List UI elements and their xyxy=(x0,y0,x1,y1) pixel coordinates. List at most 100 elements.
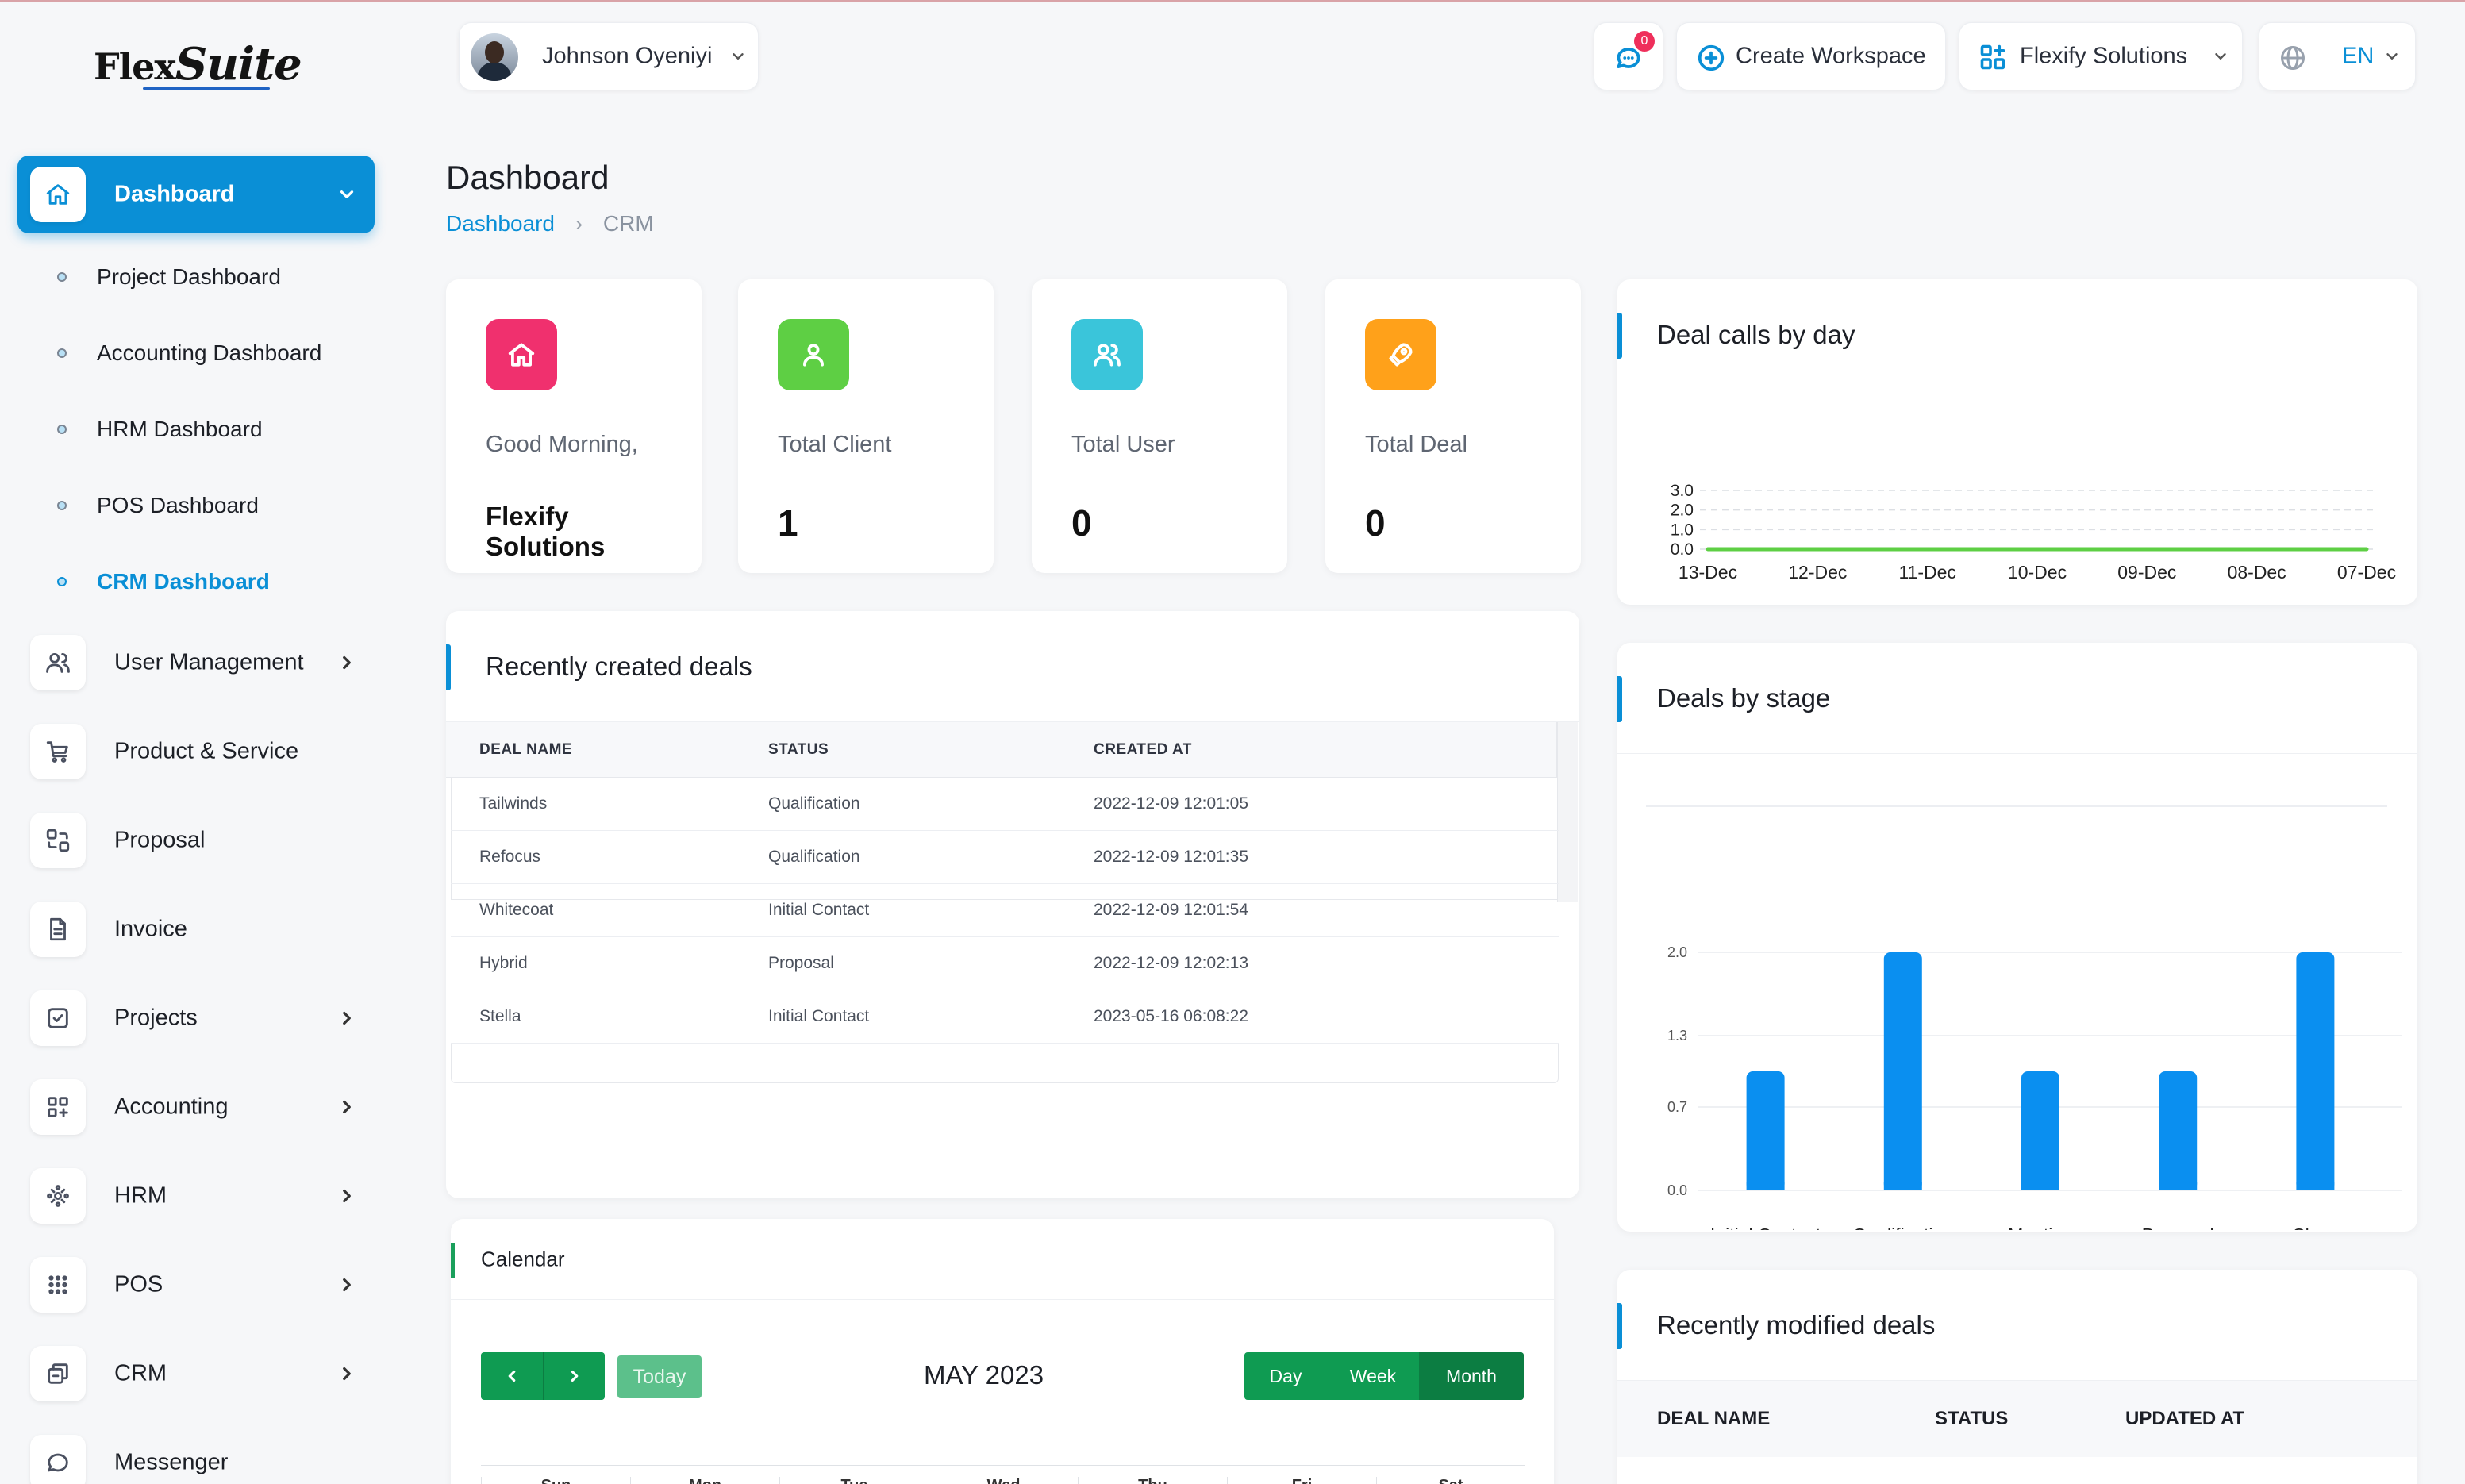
data-point xyxy=(1925,547,1930,552)
deals-by-stage-card: Deals by stage 0.0 0.7 1.3 2.0 Initial Conta… xyxy=(1617,643,2417,1232)
sidebar-item-messenger[interactable]: Messenger xyxy=(17,1424,375,1484)
sidebar-subitem-accounting-dashboard[interactable]: Accounting Dashboard xyxy=(48,333,365,373)
sidebar-item-crm[interactable]: CRM xyxy=(17,1335,375,1413)
chevron-down-icon xyxy=(2383,48,2401,65)
card-title: Recently created deals xyxy=(486,651,752,681)
calendar-next-button[interactable] xyxy=(543,1352,605,1400)
users-icon xyxy=(1071,319,1143,390)
breadcrumb-current: CRM xyxy=(602,211,654,236)
y-tick-label: 2.0 xyxy=(1667,944,1687,960)
recent-modified-deals-card: Recently modified deals DEAL NAME STATUS… xyxy=(1617,1270,2417,1484)
proposal-icon xyxy=(30,813,86,868)
column-header-deal-name[interactable]: DEAL NAME xyxy=(1657,1408,1771,1429)
dots-grid-icon xyxy=(30,1257,86,1313)
weekday-label: Fri xyxy=(1227,1477,1376,1484)
y-tick-label: 1.3 xyxy=(1667,1028,1687,1044)
deal-created-at: 2022-12-09 12:01:05 xyxy=(1094,794,1248,813)
sidebar-subitem-crm-dashboard[interactable]: CRM Dashboard xyxy=(48,562,365,602)
chat-icon xyxy=(30,1435,86,1484)
deal-status: Initial Contact xyxy=(768,1007,870,1025)
greeting-card: Good Morning, Flexify Solutions xyxy=(446,279,702,573)
deal-status: Qualification xyxy=(768,794,860,813)
deal-created-at: 2022-12-09 12:01:35 xyxy=(1094,848,1248,866)
card-header: Deal calls by day xyxy=(1617,279,2417,390)
flexsuite-logo[interactable]: FlexSuite xyxy=(94,35,302,98)
notification-badge: 0 xyxy=(1634,31,1655,52)
stat-value: 1 xyxy=(778,502,798,544)
x-tick-label: Qualification xyxy=(1853,1224,1954,1230)
column-header-created-at[interactable]: CREATED AT xyxy=(1094,740,1192,758)
deal-status: Initial Contact xyxy=(768,901,870,919)
view-week-button[interactable]: Week xyxy=(1349,1366,1397,1386)
data-point xyxy=(2364,547,2369,552)
hrm-icon xyxy=(30,1168,86,1224)
calendar-weekday-row: Sun Mon Tue Wed Thu Fri Sat xyxy=(481,1465,1525,1484)
x-tick-label: 13-Dec xyxy=(1679,562,1737,582)
sidebar-item-user-management[interactable]: User Management xyxy=(17,624,375,702)
table-row[interactable]: Whitecoat Initial Contact 2022-12-09 12:… xyxy=(451,884,1559,937)
chevron-down-icon xyxy=(2212,48,2229,65)
breadcrumb-dashboard-link[interactable]: Dashboard xyxy=(446,211,555,236)
sidebar-item-projects[interactable]: Projects xyxy=(17,979,375,1057)
table-row[interactable]: Refocus Qualification 2022-12-09 12:01:3… xyxy=(451,831,1559,884)
deal-created-at: 2022-12-09 12:02:13 xyxy=(1094,954,1248,972)
column-header-deal-name[interactable]: DEAL NAME xyxy=(479,740,573,758)
sidebar-item-invoice[interactable]: Invoice xyxy=(17,890,375,968)
title-accent-bar xyxy=(446,644,451,690)
company-selector[interactable]: Flexify Solutions xyxy=(1959,22,2243,90)
sidebar-item-product-service[interactable]: Product & Service xyxy=(17,713,375,790)
bullet-icon xyxy=(57,501,67,510)
chevron-right-icon xyxy=(336,1186,357,1206)
y-tick-label: 2.0 xyxy=(1671,502,1694,520)
stat-value: 0 xyxy=(1365,502,1386,544)
calendar-today-button[interactable]: Today xyxy=(617,1355,702,1398)
bar xyxy=(2159,1071,2198,1190)
data-point xyxy=(1815,547,1820,552)
card-title: Deals by stage xyxy=(1657,682,1831,713)
checkbox-icon xyxy=(30,990,86,1046)
bar-base xyxy=(2296,1182,2335,1190)
sidebar-item-proposal[interactable]: Proposal xyxy=(17,802,375,879)
card-title: Calendar xyxy=(481,1247,565,1271)
logo-underline xyxy=(143,87,270,90)
deal-name: Tailwinds xyxy=(479,794,548,813)
bar-base xyxy=(2021,1182,2059,1190)
total-user-card: Total User 0 xyxy=(1032,279,1287,573)
home-icon xyxy=(486,319,557,390)
user-menu-button[interactable]: Johnson Oyeniyi xyxy=(459,22,759,90)
column-header-updated-at[interactable]: UPDATED AT xyxy=(2125,1408,2245,1429)
table-header: DEAL NAME STATUS CREATED AT xyxy=(446,722,1557,778)
sidebar-item-dashboard[interactable]: Dashboard xyxy=(17,156,375,233)
table-row[interactable]: Stella Initial Contact 2023-05-16 06:08:… xyxy=(451,990,1559,1044)
table-row[interactable]: Hybrid Proposal 2022-12-09 12:02:13 xyxy=(451,937,1559,990)
sidebar-subitem-project-dashboard[interactable]: Project Dashboard xyxy=(48,257,365,297)
sidebar-item-accounting[interactable]: Accounting xyxy=(17,1068,375,1146)
column-header-status[interactable]: STATUS xyxy=(1935,1408,2009,1429)
column-header-status[interactable]: STATUS xyxy=(768,740,829,758)
data-point xyxy=(2035,547,2040,552)
chevron-down-icon xyxy=(729,48,747,65)
stat-label: Good Morning, xyxy=(486,432,638,457)
sidebar-subitem-hrm-dashboard[interactable]: HRM Dashboard xyxy=(48,409,365,449)
title-accent-bar xyxy=(1617,313,1622,359)
x-tick-label: 10-Dec xyxy=(2008,562,2067,582)
view-day-button[interactable]: Day xyxy=(1269,1366,1302,1386)
sidebar-item-pos[interactable]: POS xyxy=(17,1246,375,1324)
x-tick-label: 07-Dec xyxy=(2337,562,2396,582)
table-scrollbar[interactable] xyxy=(1557,722,1578,902)
title-accent-bar xyxy=(451,1243,455,1278)
bar xyxy=(2021,1071,2059,1190)
create-workspace-button[interactable]: Create Workspace xyxy=(1676,22,1946,90)
bar-base xyxy=(2159,1182,2198,1190)
sidebar-item-hrm[interactable]: HRM xyxy=(17,1157,375,1235)
view-month-button[interactable]: Month xyxy=(1419,1352,1524,1400)
subitem-label: Accounting Dashboard xyxy=(97,340,322,365)
chevron-right-icon xyxy=(336,1274,357,1295)
sidebar-subitem-pos-dashboard[interactable]: POS Dashboard xyxy=(48,486,365,525)
weekday-label: Mon xyxy=(630,1477,779,1484)
language-selector[interactable]: EN xyxy=(2259,22,2416,90)
messages-button[interactable]: 0 xyxy=(1594,22,1663,90)
table-row[interactable]: Tailwinds Qualification 2022-12-09 12:01… xyxy=(451,778,1559,831)
calendar-prev-button[interactable] xyxy=(481,1352,543,1400)
subitem-label: CRM Dashboard xyxy=(97,569,270,594)
